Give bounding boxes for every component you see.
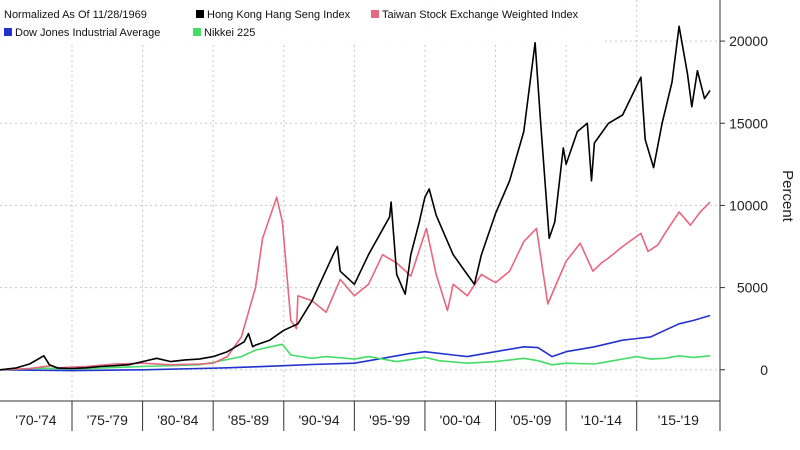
- legend-box: [0, 0, 605, 42]
- legend-label: Hong Kong Hang Seng Index: [207, 9, 351, 21]
- y-tick-label: 5000: [737, 280, 768, 296]
- series-line-taiwan-stock-exchange-weighted-index: [0, 196, 711, 371]
- legend: Normalized As Of 11/28/1969 Hong Kong Ha…: [4, 9, 579, 39]
- y-tick-label: 20000: [729, 33, 768, 49]
- legend-swatch: [4, 28, 12, 36]
- x-tick-label: '00-'04: [440, 412, 481, 428]
- x-tick-label: '10-'14: [581, 412, 622, 428]
- y-tick-label: 0: [760, 362, 768, 378]
- y-tick-label: 10000: [729, 197, 768, 213]
- x-tick-label: '70-'74: [15, 412, 56, 428]
- legend-swatch: [196, 10, 204, 18]
- y-tick-label: 15000: [729, 115, 768, 131]
- y-axis-ticks: 0 5000 10000 15000 20000: [720, 33, 768, 378]
- x-tick-label: '80-'84: [157, 412, 198, 428]
- legend-swatch: [193, 28, 201, 36]
- series-line-dow-jones-industrial-average: [0, 314, 711, 372]
- x-tick-label: '95-'99: [369, 412, 410, 428]
- x-tick-label: '15-'19: [658, 412, 699, 428]
- series-lines: [0, 25, 711, 372]
- legend-label: Nikkei 225: [204, 27, 255, 39]
- legend-swatch: [371, 10, 379, 18]
- x-tick-label: '90-'94: [298, 412, 339, 428]
- legend-label: Taiwan Stock Exchange Weighted Index: [382, 9, 579, 21]
- x-axis-ticks: '70-'74 '75-'79 '80-'84 '85-'89 '90-'94 '95-'…: [15, 401, 699, 431]
- x-tick-label: '85-'89: [228, 412, 269, 428]
- y-axis-label: Percent: [779, 170, 796, 223]
- x-tick-label: '05-'09: [510, 412, 551, 428]
- plot-area: [0, 0, 720, 401]
- legend-note: Normalized As Of 11/28/1969: [4, 9, 147, 21]
- legend-label: Dow Jones Industrial Average: [15, 27, 160, 39]
- series-line-hong-kong-hang-seng-index: [0, 25, 711, 371]
- x-tick-label: '75-'79: [87, 412, 128, 428]
